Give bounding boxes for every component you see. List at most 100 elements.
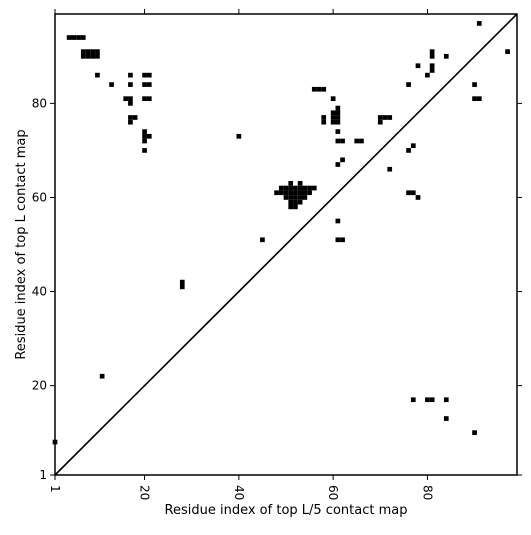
x-axis-label: Residue index of top L/5 contact map [165, 503, 408, 518]
contact-point-top-l5 [99, 373, 105, 379]
contact-point-top-l [359, 138, 364, 144]
contact-point-top-l [382, 115, 388, 120]
contact-point-top-l [297, 195, 303, 200]
contact-point-top-l [354, 138, 360, 144]
contact-point-top-l [76, 35, 81, 40]
contact-point-top-l [179, 279, 185, 285]
points-layer [52, 21, 510, 445]
contact-point-top-l [95, 53, 100, 59]
contact-point-top-l [288, 185, 294, 191]
contact-point-top-l [302, 190, 308, 196]
contact-point-top-l [340, 157, 345, 163]
contact-point-top-l [406, 82, 411, 87]
contact-point-top-l [415, 195, 421, 200]
contact-point-top-l [321, 86, 327, 92]
contact-point-top-l [128, 101, 133, 106]
contact-point-top-l [288, 180, 294, 186]
contact-point-top-l [293, 204, 298, 210]
x-tick-label: 40 [232, 485, 246, 500]
plot-frame [54, 13, 518, 476]
contact-point-top-l [330, 119, 336, 125]
contact-point-top-l [293, 195, 298, 200]
contact-point-top-l [90, 49, 96, 54]
contact-point-top-l [142, 138, 147, 144]
contact-point-top-l [293, 185, 298, 191]
contact-point-top-l [425, 72, 430, 78]
contact-point-top-l [123, 96, 129, 102]
contact-point-top-l [340, 237, 345, 243]
contact-point-top-l [335, 110, 341, 116]
contact-point-top-l [288, 190, 294, 196]
y-tick-label: 1 [39, 468, 47, 482]
contact-point-top-l [387, 115, 393, 120]
contact-point-top-l [146, 96, 152, 102]
contact-point-top-l [307, 185, 312, 191]
contact-point-top-l [278, 185, 284, 191]
contact-point-top-l [335, 105, 341, 111]
x-tick-label: 1 [48, 485, 62, 493]
contact-point-top-l [321, 119, 327, 125]
contact-point-top-l [109, 82, 114, 87]
y-tick-label: 60 [32, 190, 47, 204]
contact-point-top-l [142, 133, 147, 139]
contact-point-top-l [415, 63, 421, 69]
contact-point-top-l [297, 180, 303, 186]
contact-point-top-l [128, 115, 133, 120]
contact-point-top-l [80, 49, 86, 54]
x-tick-label: 60 [326, 485, 340, 500]
contact-point-top-l [476, 21, 482, 26]
contact-point-top-l [293, 190, 298, 196]
contact-point-top-l [387, 166, 393, 172]
contact-point-top-l [90, 53, 96, 59]
contact-point-top-l5 [425, 397, 430, 403]
contact-point-top-l [236, 133, 242, 139]
ticks-layer: 1 20 40 60 80 1 20 40 60 80 [32, 9, 522, 500]
contact-point-top-l [142, 82, 147, 87]
contact-point-top-l5 [429, 397, 435, 403]
contact-point-top-l [429, 53, 435, 59]
y-tick-label: 20 [32, 379, 47, 393]
y-tick-label: 40 [32, 285, 47, 299]
diagonal-layer [54, 13, 518, 476]
contact-point-top-l [142, 148, 147, 153]
contact-point-top-l [335, 138, 341, 144]
contact-point-top-l [179, 284, 185, 290]
contact-point-top-l [293, 199, 298, 205]
contact-point-top-l [335, 162, 341, 167]
contact-point-top-l [340, 138, 345, 144]
contact-point-top-l [142, 129, 147, 134]
contact-point-top-l [429, 49, 435, 54]
contact-point-top-l [283, 195, 289, 200]
contact-point-top-l [95, 72, 100, 78]
contact-point-top-l [472, 82, 477, 87]
contact-point-top-l [95, 49, 100, 54]
contact-point-top-l [283, 185, 289, 191]
contact-point-top-l [288, 195, 294, 200]
contact-point-top-l [302, 195, 308, 200]
contact-point-top-l [80, 35, 86, 40]
contact-point-top-l [297, 185, 303, 191]
contact-point-top-l [307, 190, 312, 196]
contact-point-top-l [476, 96, 482, 102]
contact-point-top-l [311, 185, 317, 191]
contact-point-top-l [505, 49, 510, 54]
contact-point-top-l [142, 72, 147, 78]
contact-point-top-l [429, 63, 435, 69]
contact-point-top-l [321, 115, 327, 120]
contact-point-top-l [330, 110, 336, 116]
contact-point-top-l [410, 190, 416, 196]
contact-point-top-l [128, 96, 133, 102]
contact-point-top-l [330, 115, 336, 120]
contact-point-top-l [335, 115, 341, 120]
contact-point-top-l [288, 199, 294, 205]
x-tick-label: 80 [420, 485, 434, 500]
contact-point-top-l [406, 190, 411, 196]
contact-point-top-l [80, 53, 86, 59]
x-tick-label: 20 [138, 485, 152, 500]
contact-point-top-l [297, 199, 303, 205]
contact-point-top-l [128, 72, 133, 78]
contact-point-top-l [85, 49, 91, 54]
contact-point-top-l [377, 119, 383, 125]
